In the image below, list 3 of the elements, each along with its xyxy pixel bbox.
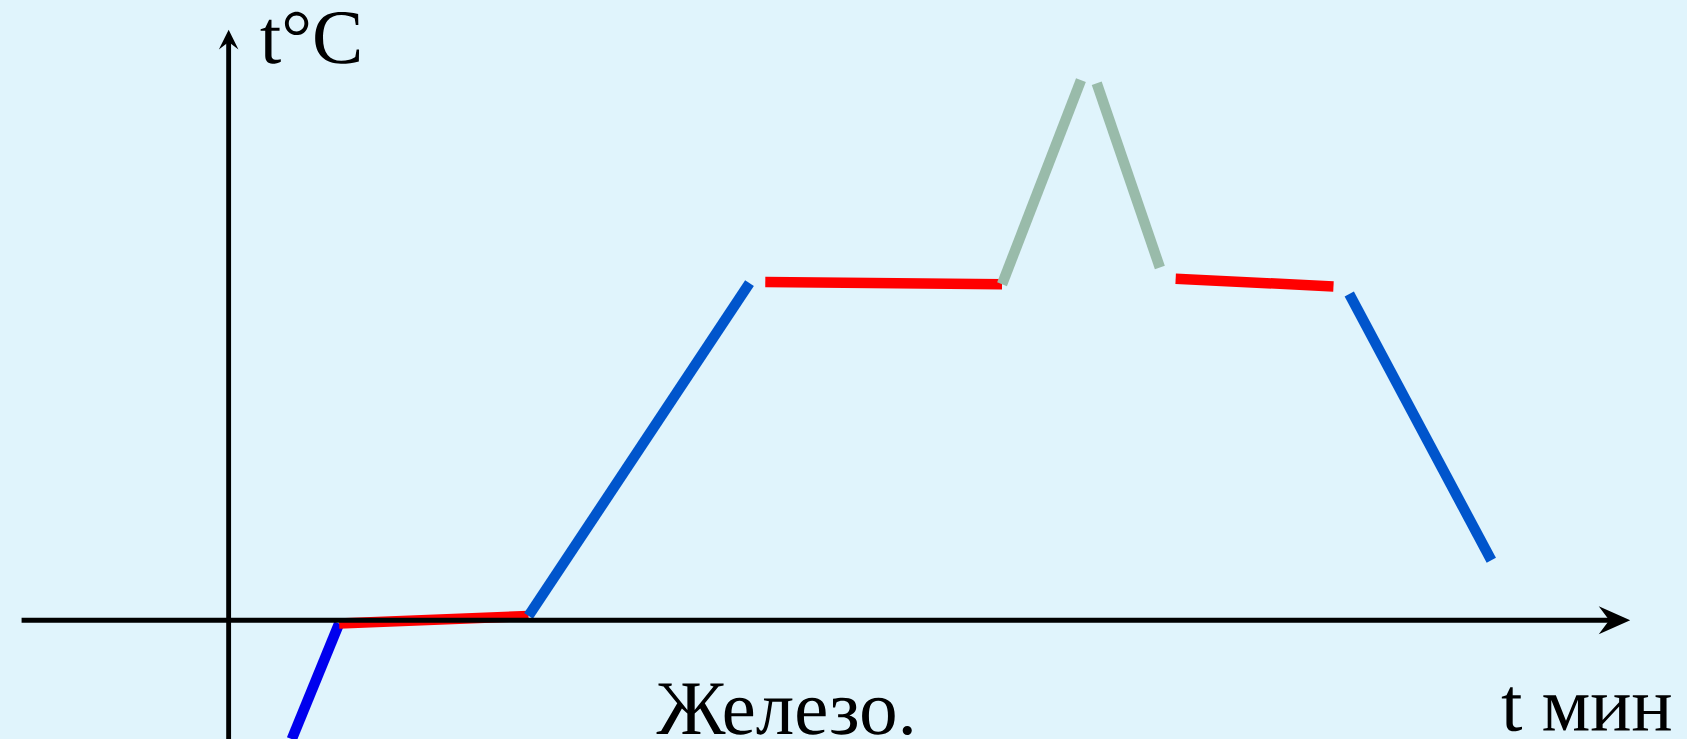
y-axis-title: t°C [260,11,360,64]
x-axis-title: t мин [1501,687,1671,732]
annotation: Железо. [656,683,912,735]
